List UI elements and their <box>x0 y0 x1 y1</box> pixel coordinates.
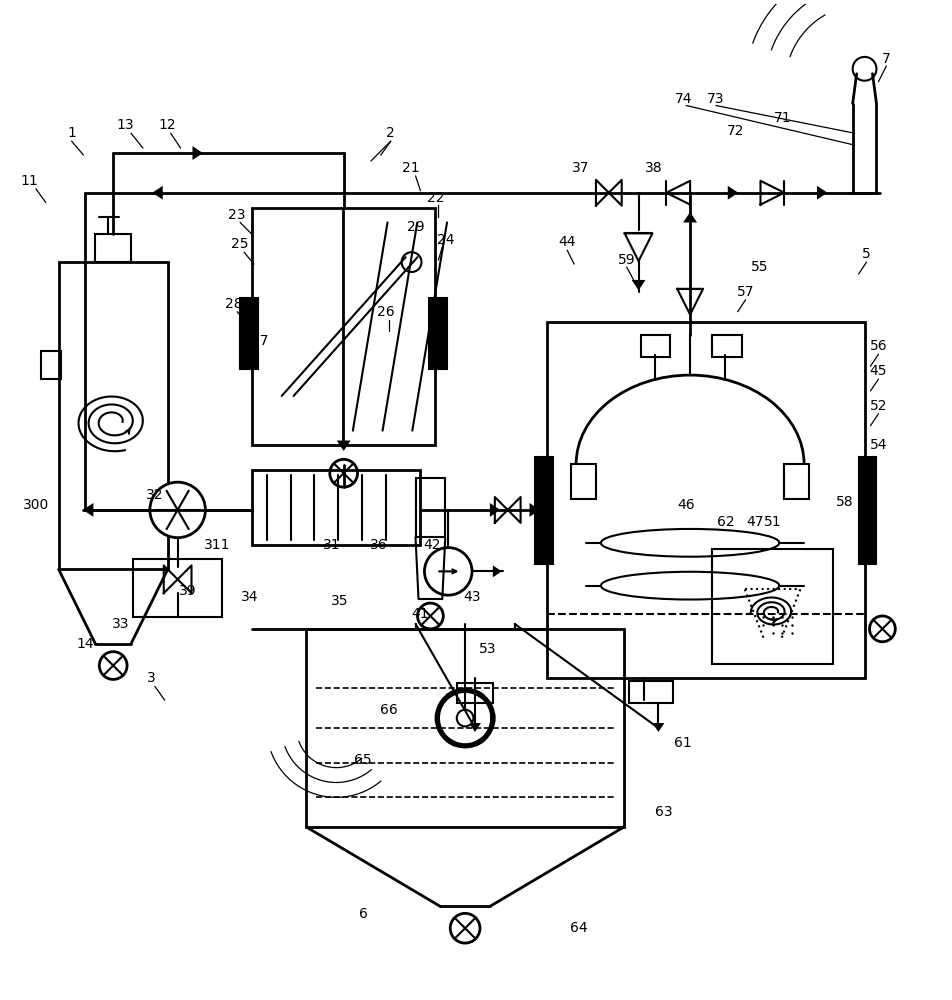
Text: 29: 29 <box>407 220 425 234</box>
Polygon shape <box>727 186 738 200</box>
Text: 51: 51 <box>764 515 782 529</box>
Polygon shape <box>684 212 697 222</box>
Circle shape <box>402 252 422 272</box>
Text: 14: 14 <box>77 637 94 651</box>
Bar <box>59 262 168 569</box>
Bar <box>712 335 742 357</box>
Text: 63: 63 <box>655 805 672 819</box>
Bar <box>240 298 258 369</box>
Text: 22: 22 <box>426 191 445 205</box>
Text: 72: 72 <box>727 124 744 138</box>
Polygon shape <box>652 723 664 732</box>
Text: 2: 2 <box>387 126 395 140</box>
Text: 32: 32 <box>146 488 164 502</box>
Polygon shape <box>152 186 163 200</box>
Circle shape <box>329 459 358 487</box>
Text: 13: 13 <box>116 118 134 132</box>
Bar <box>252 470 421 545</box>
Text: 311: 311 <box>204 538 230 552</box>
Text: 61: 61 <box>674 736 692 750</box>
Text: 28: 28 <box>226 297 243 311</box>
Bar <box>41 351 61 379</box>
Bar <box>457 683 493 703</box>
Circle shape <box>418 603 444 629</box>
Polygon shape <box>83 503 93 517</box>
Circle shape <box>149 482 206 538</box>
Bar <box>307 629 624 827</box>
Bar <box>571 464 596 499</box>
Polygon shape <box>192 146 203 160</box>
Polygon shape <box>493 565 502 577</box>
Text: 59: 59 <box>618 253 636 267</box>
Text: 39: 39 <box>179 584 196 598</box>
Text: 53: 53 <box>479 642 497 656</box>
Text: 46: 46 <box>677 498 695 512</box>
Bar <box>784 464 809 499</box>
Text: 52: 52 <box>870 399 887 413</box>
Polygon shape <box>817 186 827 200</box>
Circle shape <box>457 710 473 726</box>
Bar <box>252 208 435 445</box>
Text: 37: 37 <box>572 161 590 175</box>
Bar <box>95 234 131 262</box>
Text: 44: 44 <box>559 235 576 249</box>
Text: 41: 41 <box>411 607 429 621</box>
Text: 42: 42 <box>424 538 441 552</box>
Text: 31: 31 <box>323 538 340 552</box>
Text: 26: 26 <box>377 305 395 319</box>
Polygon shape <box>469 723 481 732</box>
Bar <box>535 457 553 564</box>
Text: 65: 65 <box>354 753 372 767</box>
Text: 74: 74 <box>674 92 692 106</box>
Text: 58: 58 <box>836 495 854 509</box>
Text: 3: 3 <box>147 671 155 685</box>
Text: 43: 43 <box>464 590 481 604</box>
Polygon shape <box>631 280 645 290</box>
Text: 38: 38 <box>645 161 663 175</box>
Polygon shape <box>337 441 350 451</box>
Text: 27: 27 <box>251 334 268 348</box>
Bar <box>859 457 877 564</box>
Text: 45: 45 <box>870 364 887 378</box>
Circle shape <box>853 57 877 81</box>
Text: 5: 5 <box>863 247 871 261</box>
Text: 36: 36 <box>370 538 387 552</box>
Text: 21: 21 <box>402 161 420 175</box>
Text: 66: 66 <box>380 703 398 717</box>
Text: 62: 62 <box>717 515 735 529</box>
Text: 71: 71 <box>773 111 791 125</box>
Text: 6: 6 <box>359 907 367 921</box>
Text: 47: 47 <box>746 515 764 529</box>
Text: 24: 24 <box>437 233 454 247</box>
Text: 300: 300 <box>23 498 49 512</box>
Text: 34: 34 <box>241 590 259 604</box>
Text: 55: 55 <box>751 260 768 274</box>
Bar <box>547 322 864 678</box>
Bar <box>628 681 673 703</box>
Text: 57: 57 <box>737 285 754 299</box>
Circle shape <box>450 913 480 943</box>
Text: 7: 7 <box>882 52 891 66</box>
Bar <box>133 559 222 617</box>
Text: 33: 33 <box>112 617 129 631</box>
Circle shape <box>869 616 895 642</box>
Circle shape <box>99 652 127 679</box>
Text: 12: 12 <box>159 118 176 132</box>
Polygon shape <box>529 503 540 517</box>
Text: 35: 35 <box>330 594 348 608</box>
Text: 25: 25 <box>231 237 248 251</box>
Bar <box>712 549 833 664</box>
Bar <box>641 335 670 357</box>
Circle shape <box>425 548 472 595</box>
Text: 1: 1 <box>68 126 76 140</box>
Text: 73: 73 <box>707 92 724 106</box>
Text: 56: 56 <box>869 339 887 353</box>
Polygon shape <box>490 503 501 517</box>
Text: 54: 54 <box>870 438 887 452</box>
Text: 23: 23 <box>228 208 246 222</box>
Text: 11: 11 <box>20 174 38 188</box>
Text: 64: 64 <box>570 921 588 935</box>
Bar <box>415 478 446 537</box>
Bar <box>429 298 447 369</box>
